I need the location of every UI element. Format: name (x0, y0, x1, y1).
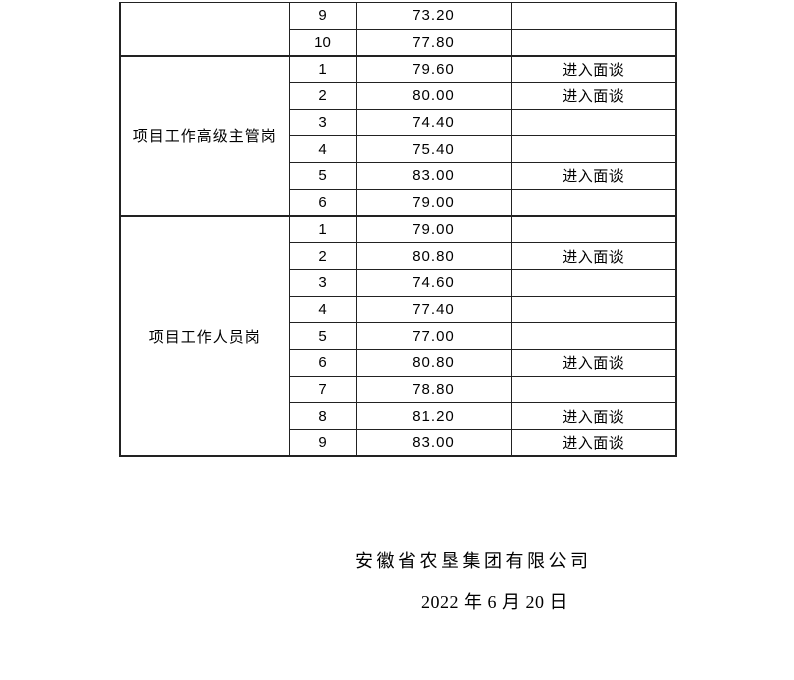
remark-cell (510, 375, 677, 404)
score-cell: 79.00 (355, 188, 512, 217)
remark-cell: 进入面谈 (510, 82, 677, 110)
rank-cell: 6 (288, 188, 357, 217)
score-cell: 80.80 (355, 348, 512, 377)
score-cell: 73.20 (355, 2, 512, 30)
rank-cell: 3 (288, 268, 357, 297)
score-cell: 77.80 (355, 28, 512, 57)
rank-cell: 6 (288, 348, 357, 377)
table-row: 6 79.00 (120, 188, 677, 217)
remark-cell (510, 2, 677, 30)
remark-cell: 进入面谈 (510, 242, 677, 270)
score-cell: 74.40 (355, 108, 512, 137)
score-cell: 80.80 (355, 242, 512, 270)
rank-cell: 1 (288, 54, 357, 84)
table-row: 10 77.80 (120, 28, 677, 57)
rank-cell: 4 (288, 295, 357, 324)
position-cell: 项目工作人员岗 (119, 214, 290, 457)
remark-cell (510, 188, 677, 217)
score-cell: 78.80 (355, 375, 512, 404)
score-cell: 77.00 (355, 322, 512, 350)
rank-cell: 10 (288, 28, 357, 57)
rank-cell: 5 (288, 322, 357, 350)
rank-cell: 9 (288, 429, 357, 457)
score-cell: 74.60 (355, 268, 512, 297)
remark-cell: 进入面谈 (510, 54, 677, 84)
table-row: 4 75.40 (120, 135, 677, 164)
remark-cell (510, 268, 677, 297)
remark-cell: 进入面谈 (510, 162, 677, 190)
table-row: 2 80.80 进入面谈 (120, 242, 677, 270)
signature-date: 2022 年 6 月 20 日 (421, 592, 568, 612)
signature-organization: 安徽省农垦集团有限公司 (355, 551, 592, 571)
remark-cell: 进入面谈 (510, 429, 677, 457)
score-cell: 80.00 (355, 82, 512, 110)
rank-cell: 4 (288, 135, 357, 164)
table-row: 6 80.80 进入面谈 (120, 348, 677, 377)
rank-cell: 2 (288, 242, 357, 270)
rank-cell: 9 (288, 2, 357, 30)
remark-cell (510, 322, 677, 350)
position-cell (119, 1, 290, 57)
score-cell: 83.00 (355, 429, 512, 457)
table-row: 项目工作人员岗 1 79.00 (119, 214, 677, 457)
score-table: 9 73.20 10 77.80 项目工作高级主管岗 1 79.60 进入面谈 … (119, 1, 677, 458)
score-cell: 83.00 (355, 162, 512, 190)
table-row: 3 74.60 (120, 268, 677, 297)
remark-cell (510, 108, 677, 137)
score-cell: 75.40 (355, 135, 512, 164)
remark-cell: 进入面谈 (510, 348, 677, 377)
remark-cell (510, 28, 677, 57)
table-row: 7 78.80 (120, 375, 677, 404)
rank-cell: 8 (288, 402, 357, 430)
score-cell: 77.40 (355, 295, 512, 324)
remark-cell: 进入面谈 (510, 402, 677, 430)
table-row: 9 83.00 进入面谈 (120, 429, 677, 457)
rank-cell: 3 (288, 108, 357, 137)
remark-cell (510, 135, 677, 164)
remark-cell (510, 295, 677, 324)
position-cell: 项目工作高级主管岗 (119, 54, 290, 217)
table-row: 项目工作高级主管岗 1 79.60 进入面谈 (119, 54, 677, 217)
remark-cell (510, 215, 677, 244)
rank-cell: 1 (288, 215, 357, 244)
score-cell: 79.60 (355, 54, 512, 84)
rank-cell: 2 (288, 82, 357, 110)
rank-cell: 5 (288, 162, 357, 190)
rank-cell: 7 (288, 375, 357, 404)
score-cell: 81.20 (355, 402, 512, 430)
table-row: 9 73.20 (119, 1, 677, 57)
score-cell: 79.00 (355, 215, 512, 244)
table-row: 3 74.40 (120, 108, 677, 137)
